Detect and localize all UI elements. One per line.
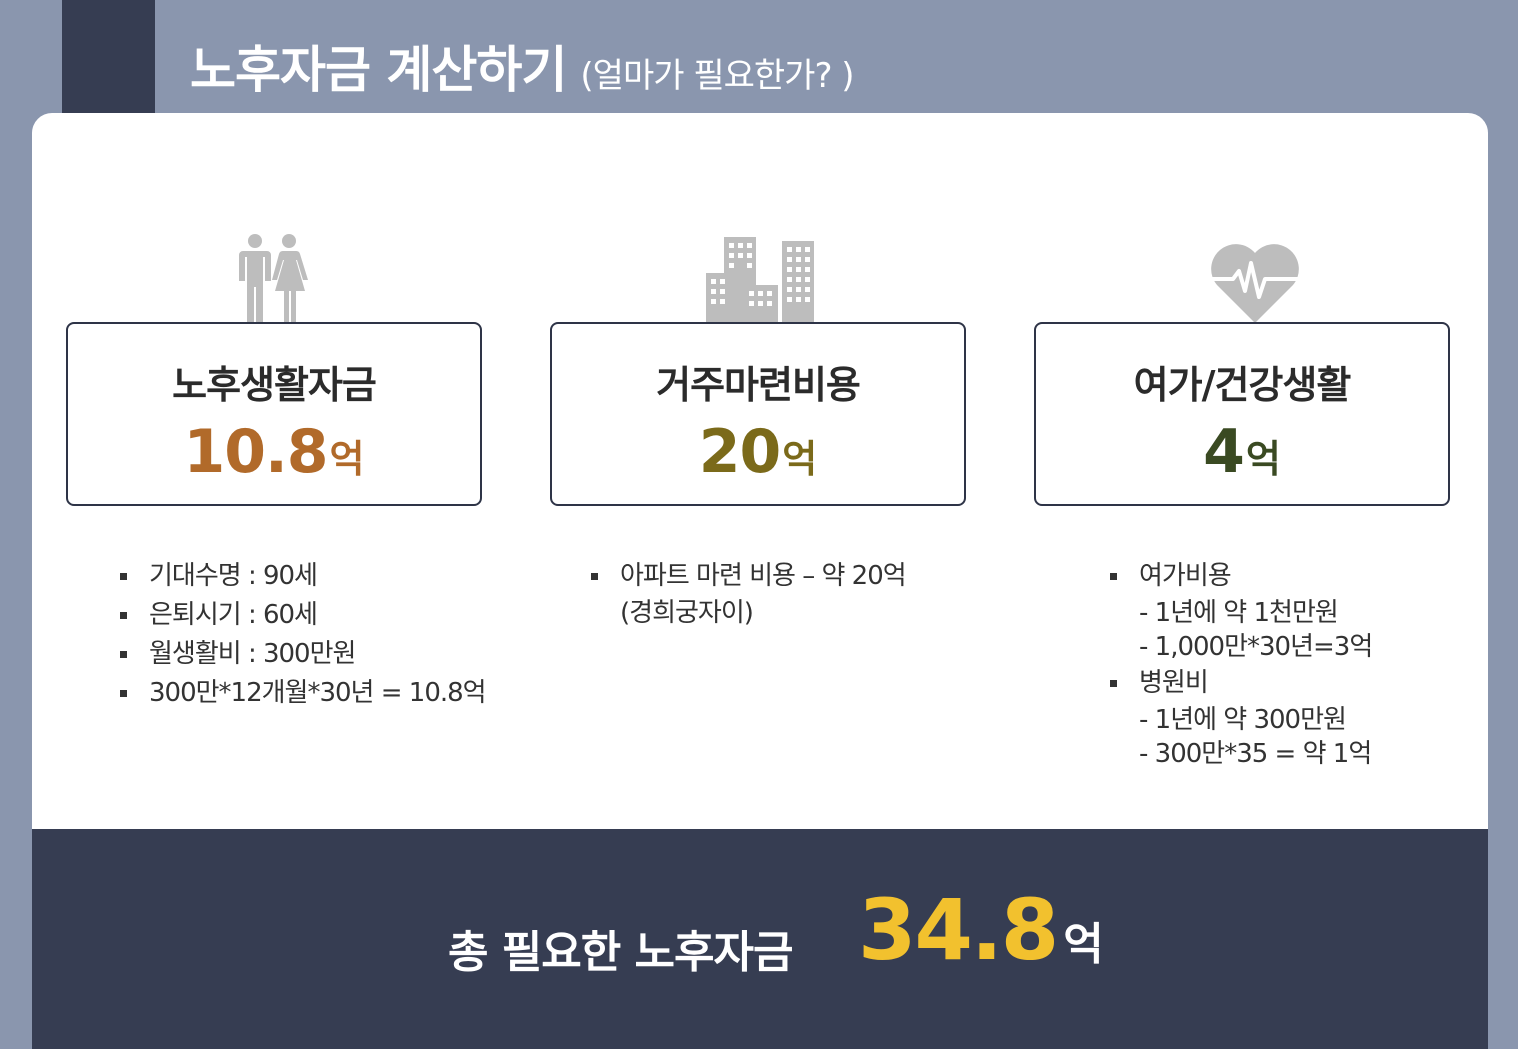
category-unit: 억 [329, 437, 365, 481]
total-value: 34.8 [858, 881, 1059, 979]
category-value: 4 [1203, 417, 1245, 487]
couple-icon [232, 233, 312, 323]
list-item: 병원비 [1110, 664, 1372, 703]
total-unit: 억 [1063, 919, 1104, 970]
category-title: 거주마련비용 [656, 363, 861, 407]
category-amount: 20억 [552, 417, 964, 487]
list-item: 아파트 마련 비용 – 약 20억 [591, 557, 907, 596]
category-unit: 억 [782, 437, 818, 481]
page-subtitle: (얼마가 필요한가? ) [580, 56, 854, 96]
category-title: 여가/건강생활 [1133, 363, 1352, 407]
category-unit: 억 [1245, 437, 1281, 481]
list-item: 기대수명 : 90세 [120, 557, 486, 596]
list-item: 여가비용 [1110, 557, 1372, 596]
total-footer: 총 필요한 노후자금 34.8 억 [32, 829, 1488, 1049]
buildings-icon [706, 235, 816, 323]
housing-details-list: 아파트 마련 비용 – 약 20억 (경희궁자이) [591, 557, 907, 630]
content-card: 노후생활자금 10.8억 거주마련비용 20억 여가/건강생활 4억 기대수명 … [32, 113, 1488, 1049]
list-item: 300만*12개월*30년 = 10.8억 [120, 674, 487, 713]
page-title-main: 노후자금 계산하기 [190, 41, 567, 99]
category-value: 10.8 [183, 417, 328, 487]
list-item-continuation: (경희궁자이) [620, 598, 754, 628]
category-amount: 10.8억 [68, 417, 480, 487]
list-item: 은퇴시기 : 60세 [120, 596, 486, 635]
leisure-health-details-list: 여가비용 - 1년에 약 1천만원 - 1,000만*30년=3억 병원비 - … [1110, 557, 1373, 771]
category-box-living: 노후생활자금 10.8억 [66, 322, 482, 506]
category-title: 노후생활자금 [172, 363, 377, 407]
list-sub-item: - 300만*35 = 약 1억 [1139, 739, 1372, 769]
category-box-housing: 거주마련비용 20억 [550, 322, 966, 506]
category-box-leisure-health: 여가/건강생활 4억 [1034, 322, 1450, 506]
total-amount: 34.8 억 [858, 881, 1104, 979]
living-details-list: 기대수명 : 90세 은퇴시기 : 60세 월생활비 : 300만원 300만*… [120, 557, 487, 713]
heart-pulse-icon [1207, 241, 1303, 325]
title-accent-bar [62, 0, 155, 118]
list-sub-item: - 1년에 약 1천만원 [1139, 598, 1339, 628]
list-sub-item: - 1년에 약 300만원 [1139, 705, 1347, 735]
category-value: 20 [698, 417, 781, 487]
category-amount: 4억 [1036, 417, 1448, 487]
page-title: 노후자금 계산하기 (얼마가 필요한가? ) [190, 30, 855, 102]
list-item: 월생활비 : 300만원 [120, 635, 486, 674]
list-sub-item: - 1,000만*30년=3억 [1139, 632, 1373, 662]
total-label: 총 필요한 노후자금 [448, 927, 793, 978]
